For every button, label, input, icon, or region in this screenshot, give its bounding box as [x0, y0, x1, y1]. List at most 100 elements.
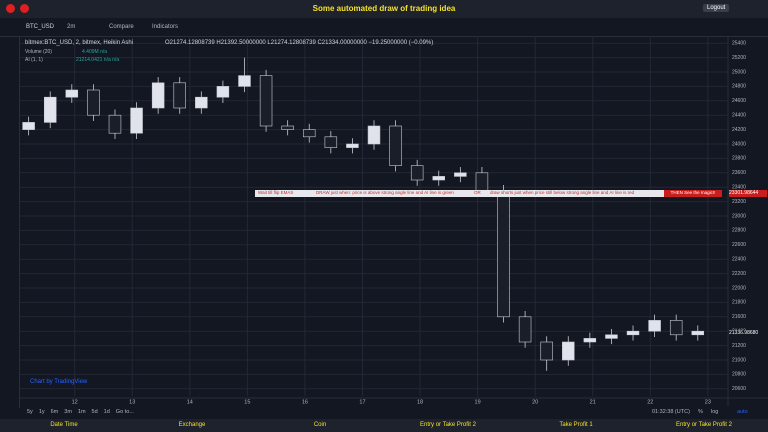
legend-volume: Volume (20) [25, 49, 52, 55]
banner-text: DRAW just when: price is above strong an… [316, 190, 454, 195]
y-tick-label: 21600 [732, 314, 746, 320]
y-tick-label: 23800 [732, 156, 746, 162]
footer-row: Date Time Exchange Coin Entry or Take Profi… [0, 422, 768, 428]
y-tick-label: 22800 [732, 228, 746, 234]
banner-text: draw shorts just when price still below … [490, 190, 635, 195]
candle-body [281, 125, 294, 130]
symbol[interactable]: BTC_USD [26, 24, 55, 30]
banner-cta: THEN See the magic!! [664, 190, 722, 197]
candle-body [475, 172, 489, 192]
period-button[interactable]: 1m [77, 409, 86, 415]
compare-button[interactable]: Compare [109, 24, 134, 30]
candle-body [691, 330, 705, 336]
period-bar: 5y 1y 6m 3m 1m 5d 1d Go to... [27, 409, 134, 415]
candle-body [259, 75, 273, 127]
period-button[interactable]: 1d [103, 409, 110, 415]
y-tick-label: 24800 [732, 84, 746, 90]
period-button[interactable]: 6m [50, 409, 59, 415]
x-tick-label: 16 [302, 399, 308, 405]
y-tick-label: 22600 [732, 242, 746, 248]
candle-body [367, 125, 381, 145]
interval[interactable]: 2m [67, 24, 76, 30]
icon[interactable] [20, 4, 29, 13]
top-bar [0, 0, 768, 18]
candle-body [65, 89, 79, 98]
y-tick-label: 25400 [732, 41, 746, 47]
candle-body [130, 107, 143, 134]
candle-body [216, 86, 230, 98]
y-tick-label: 23000 [732, 213, 746, 219]
x-tick-label: 21 [590, 399, 596, 405]
y-tick-label: 24000 [732, 141, 746, 147]
x-tick-label: 18 [417, 399, 423, 405]
candle-body [432, 176, 445, 181]
x-tick-label: 22 [647, 399, 653, 405]
candle-body [389, 125, 402, 166]
y-tick-label: 20800 [732, 372, 746, 378]
candle-body [108, 114, 122, 134]
y-tick-label: 21000 [732, 357, 746, 363]
candle-body [410, 165, 424, 181]
logout-button[interactable]: Logout [703, 4, 730, 12]
candle-body [497, 190, 510, 318]
y-tick-label: 25200 [732, 55, 746, 61]
banner [255, 190, 722, 197]
clock: 01:32:38 (UTC) [652, 409, 690, 415]
x-tick-label: 20 [532, 399, 538, 405]
y-tick-label: 23600 [732, 170, 746, 176]
y-tick-label: 23400 [732, 185, 746, 191]
footer-item: Coin [313, 422, 327, 428]
y-tick-label: 24200 [732, 127, 746, 133]
candle-body [626, 330, 640, 336]
y-tick-label: 20600 [732, 386, 746, 392]
banner-text: Wait till flip EMAS [258, 190, 294, 195]
candle-body [583, 338, 597, 343]
log-toggle[interactable]: log [711, 409, 719, 415]
x-tick-label: 23 [705, 399, 711, 405]
legend-ai-value: 21214.0421 n/a n/a [76, 57, 120, 63]
period-button[interactable]: Go to... [115, 409, 134, 415]
legend-main: bitmex:BTC_USD, 2, bitmex, Heikin Ashi [25, 40, 134, 46]
candle-body [454, 172, 467, 177]
page-title: Some automated draw of trading idea [312, 4, 456, 13]
y-tick-label: 25000 [732, 69, 746, 75]
y-tick-label: 23200 [732, 199, 746, 205]
indicators-button[interactable]: Indicators [152, 24, 179, 30]
candle-body [43, 96, 57, 123]
period-button[interactable]: 5y [27, 409, 33, 415]
candle-body [303, 129, 316, 138]
footer-item: Entry or Take Profit 2 [420, 422, 476, 428]
price-label: 23301.98644 [729, 190, 767, 197]
candle-body [195, 96, 208, 109]
y-tick-label: 24400 [732, 113, 746, 119]
y-tick-label: 21800 [732, 300, 746, 306]
legend-ai: AI (1, 1) [25, 57, 43, 63]
period-button[interactable]: 5d [91, 409, 98, 415]
candle-body [173, 82, 186, 109]
price-label: 21336.98680 [729, 330, 767, 337]
y-tick-label: 21200 [732, 343, 746, 349]
footer-item: Take Profit 1 [559, 422, 593, 428]
footer-item: Entry or Take Profit 2 [676, 422, 732, 428]
candle-body [151, 82, 165, 109]
candle-body [238, 75, 251, 87]
footer [0, 419, 768, 432]
drawing-tools [0, 36, 20, 408]
footer-item: Date Time [50, 422, 78, 428]
x-tick-label: 14 [187, 399, 193, 405]
watermark[interactable]: Chart by TradingView [30, 379, 88, 385]
candle-body [87, 89, 100, 116]
y-tick-label: 22200 [732, 271, 746, 277]
candle-body [518, 316, 532, 343]
auto-toggle[interactable]: auto [737, 409, 748, 415]
period-button[interactable]: 3m [64, 409, 72, 415]
percent-toggle[interactable]: % [698, 409, 703, 415]
candle-body [648, 320, 661, 332]
period-button[interactable]: 1y [38, 409, 45, 415]
candle-body [605, 334, 618, 339]
x-tick-label: 15 [244, 399, 250, 405]
banner-text: OR [474, 190, 481, 195]
icon[interactable] [6, 4, 15, 13]
x-tick-label: 19 [475, 399, 481, 405]
